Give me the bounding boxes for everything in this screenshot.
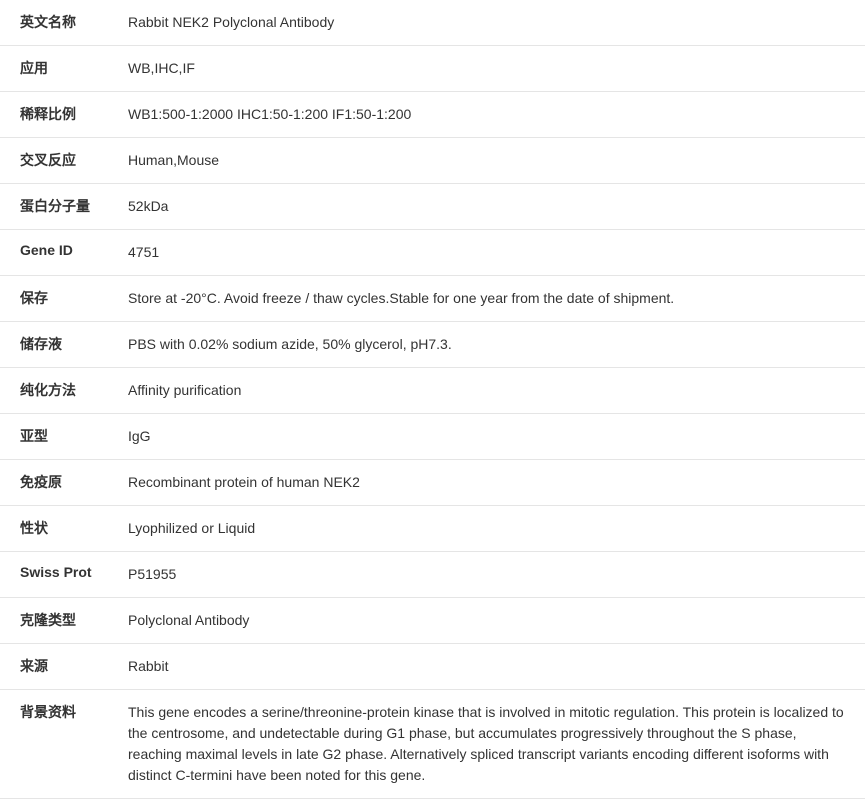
row-label: 背景资料	[0, 690, 120, 799]
row-label: 英文名称	[0, 0, 120, 46]
row-value: 4751	[120, 230, 865, 276]
row-value: Recombinant protein of human NEK2	[120, 460, 865, 506]
table-row: 蛋白分子量 52kDa	[0, 184, 865, 230]
table-row: Swiss Prot P51955	[0, 552, 865, 598]
row-value: IgG	[120, 414, 865, 460]
spec-table: 英文名称 Rabbit NEK2 Polyclonal Antibody 应用 …	[0, 0, 865, 799]
table-row: 储存液 PBS with 0.02% sodium azide, 50% gly…	[0, 322, 865, 368]
row-value: Lyophilized or Liquid	[120, 506, 865, 552]
row-label: 蛋白分子量	[0, 184, 120, 230]
row-label: 稀释比例	[0, 92, 120, 138]
row-value: PBS with 0.02% sodium azide, 50% glycero…	[120, 322, 865, 368]
row-value: Store at -20°C. Avoid freeze / thaw cycl…	[120, 276, 865, 322]
row-label: 应用	[0, 46, 120, 92]
table-row: 来源 Rabbit	[0, 644, 865, 690]
table-row: 性状 Lyophilized or Liquid	[0, 506, 865, 552]
row-value: Affinity purification	[120, 368, 865, 414]
row-label: 克隆类型	[0, 598, 120, 644]
row-label: 性状	[0, 506, 120, 552]
row-label: Swiss Prot	[0, 552, 120, 598]
row-label: 免疫原	[0, 460, 120, 506]
row-label: 纯化方法	[0, 368, 120, 414]
table-row: 亚型 IgG	[0, 414, 865, 460]
row-label: 来源	[0, 644, 120, 690]
table-row: 免疫原 Recombinant protein of human NEK2	[0, 460, 865, 506]
table-row: 背景资料 This gene encodes a serine/threonin…	[0, 690, 865, 799]
table-row: 保存 Store at -20°C. Avoid freeze / thaw c…	[0, 276, 865, 322]
row-label: 亚型	[0, 414, 120, 460]
spec-table-body: 英文名称 Rabbit NEK2 Polyclonal Antibody 应用 …	[0, 0, 865, 799]
row-value: Rabbit	[120, 644, 865, 690]
row-value: 52kDa	[120, 184, 865, 230]
table-row: 稀释比例 WB1:500-1:2000 IHC1:50-1:200 IF1:50…	[0, 92, 865, 138]
row-value: Human,Mouse	[120, 138, 865, 184]
row-value: WB1:500-1:2000 IHC1:50-1:200 IF1:50-1:20…	[120, 92, 865, 138]
row-label: 保存	[0, 276, 120, 322]
table-row: 克隆类型 Polyclonal Antibody	[0, 598, 865, 644]
row-label: 储存液	[0, 322, 120, 368]
table-row: 纯化方法 Affinity purification	[0, 368, 865, 414]
table-row: 英文名称 Rabbit NEK2 Polyclonal Antibody	[0, 0, 865, 46]
row-value: Rabbit NEK2 Polyclonal Antibody	[120, 0, 865, 46]
row-value: WB,IHC,IF	[120, 46, 865, 92]
row-label: 交叉反应	[0, 138, 120, 184]
row-label: Gene ID	[0, 230, 120, 276]
table-row: 交叉反应 Human,Mouse	[0, 138, 865, 184]
table-row: Gene ID 4751	[0, 230, 865, 276]
row-value: This gene encodes a serine/threonine-pro…	[120, 690, 865, 799]
row-value: P51955	[120, 552, 865, 598]
row-value: Polyclonal Antibody	[120, 598, 865, 644]
table-row: 应用 WB,IHC,IF	[0, 46, 865, 92]
